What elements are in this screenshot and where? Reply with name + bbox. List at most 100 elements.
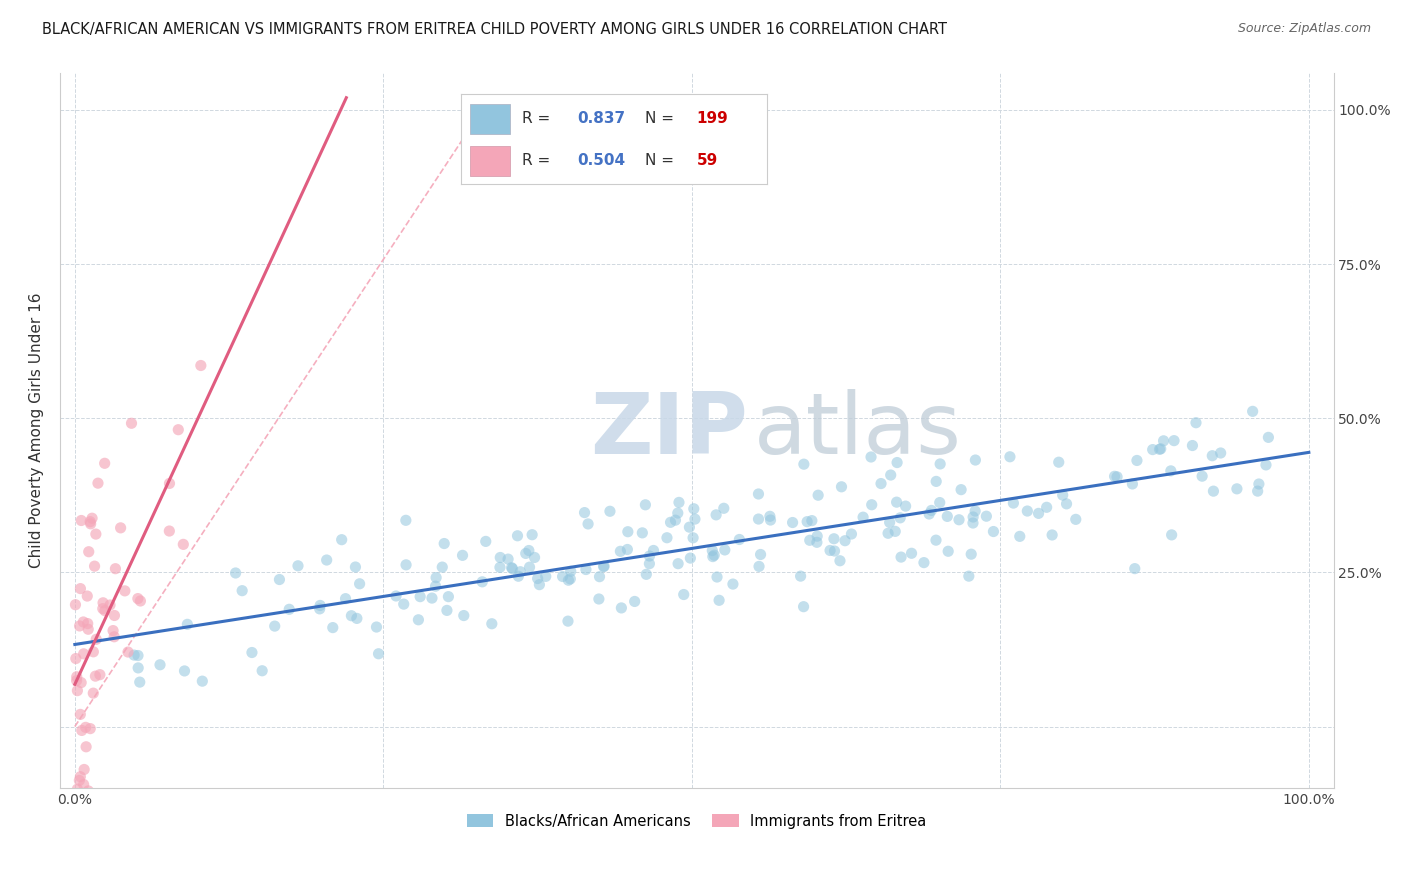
Y-axis label: Child Poverty Among Girls Under 16: Child Poverty Among Girls Under 16 (30, 293, 44, 568)
Point (1104, 469, 1126, 483)
Point (269, 573, 291, 587)
Point (638, 557, 661, 571)
Point (925, 533, 948, 548)
Point (1241, 404, 1264, 418)
Text: Source: ZipAtlas.com: Source: ZipAtlas.com (1237, 22, 1371, 36)
Point (828, 554, 851, 568)
Point (79, 722, 101, 736)
Point (617, 524, 640, 539)
Point (800, 514, 823, 528)
Point (127, 661, 149, 675)
Point (122, 648, 145, 662)
Point (489, 560, 512, 574)
Point (1028, 507, 1050, 521)
Point (80, 511, 103, 525)
Text: ZIP: ZIP (591, 389, 748, 472)
Point (515, 546, 537, 560)
Point (436, 603, 458, 617)
Point (322, 621, 344, 635)
Point (121, 417, 143, 431)
Point (287, 558, 309, 573)
Point (1153, 434, 1175, 448)
Point (918, 507, 941, 521)
Point (523, 550, 546, 565)
Point (349, 576, 371, 591)
Point (721, 577, 744, 591)
Point (799, 533, 821, 548)
Point (1181, 438, 1204, 452)
Point (65, 673, 87, 688)
Point (965, 453, 987, 467)
Point (623, 594, 645, 608)
Point (749, 548, 772, 562)
Point (437, 590, 460, 604)
Point (526, 572, 548, 586)
Point (728, 533, 751, 547)
Point (1017, 504, 1039, 518)
Point (806, 529, 828, 543)
Point (704, 508, 727, 522)
Point (517, 543, 540, 558)
Point (1126, 453, 1149, 467)
Point (950, 483, 973, 497)
Point (1149, 442, 1171, 457)
Point (588, 569, 610, 583)
Point (91, 601, 114, 615)
Point (631, 525, 654, 540)
Point (592, 559, 614, 574)
Point (385, 589, 408, 603)
Point (79, 515, 101, 529)
Point (703, 548, 725, 562)
Point (884, 524, 907, 539)
Point (713, 501, 735, 516)
Point (157, 524, 180, 538)
Point (928, 495, 950, 509)
Point (103, 630, 125, 644)
Point (69, 707, 91, 722)
Point (72, 647, 94, 661)
Point (1160, 464, 1182, 478)
Point (506, 529, 529, 543)
Point (759, 509, 782, 524)
Point (747, 512, 769, 526)
Point (643, 543, 665, 558)
Point (1201, 449, 1223, 463)
Point (1150, 442, 1173, 456)
Point (508, 569, 530, 583)
Point (149, 657, 172, 672)
Point (451, 549, 474, 563)
Point (560, 564, 582, 578)
Point (714, 543, 737, 558)
Point (127, 648, 149, 663)
Point (409, 590, 432, 604)
Point (117, 645, 139, 659)
Point (1040, 528, 1063, 542)
Point (682, 501, 704, 516)
Point (73, 763, 96, 777)
Point (66, 793, 89, 807)
Point (489, 550, 512, 565)
Point (1257, 430, 1279, 444)
Point (664, 513, 686, 527)
Point (83, 559, 105, 574)
Point (65, 651, 87, 665)
Point (960, 547, 983, 561)
Point (84, 632, 107, 647)
Point (395, 558, 418, 572)
Point (128, 675, 150, 690)
Point (114, 583, 136, 598)
Point (225, 566, 247, 580)
Point (101, 624, 124, 638)
Point (683, 512, 706, 526)
Point (69, 619, 91, 633)
Point (666, 557, 689, 571)
Point (72, 777, 94, 791)
Point (831, 480, 853, 494)
Point (66, 670, 89, 684)
Point (103, 608, 125, 623)
Point (998, 450, 1021, 464)
Point (93, 456, 115, 470)
Point (793, 599, 815, 614)
Point (433, 536, 456, 550)
Point (87, 476, 110, 491)
